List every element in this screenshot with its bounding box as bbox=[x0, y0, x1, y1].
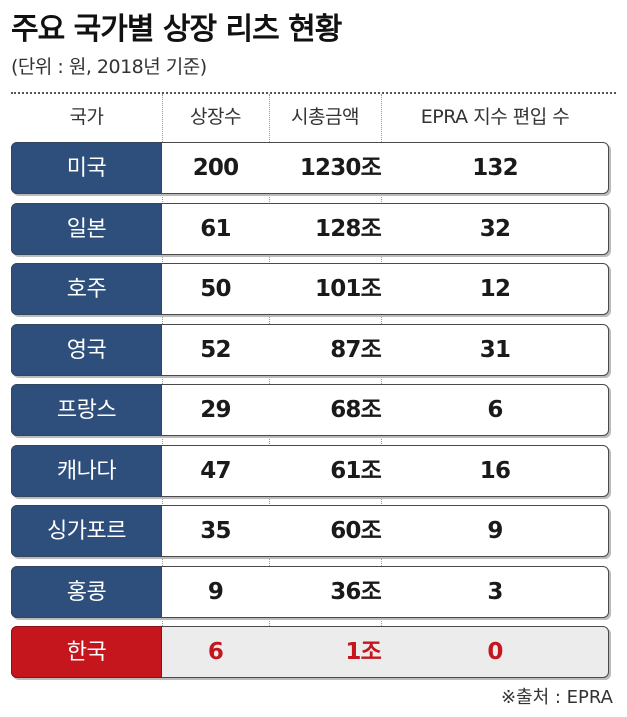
table-row: 호주 50 101조 12 bbox=[11, 263, 609, 315]
top-dotted-rule bbox=[11, 92, 616, 94]
chart-subtitle: (단위 : 원, 2018년 기준) bbox=[11, 56, 207, 78]
epra-count-cell: 31 bbox=[479, 336, 511, 363]
listed-count-cell: 200 bbox=[192, 155, 239, 181]
country-cell: 호주 bbox=[11, 263, 162, 315]
chart-title: 주요 국가별 상장 리츠 현황 bbox=[11, 12, 342, 47]
market-cap-cell: 61조 bbox=[330, 457, 382, 484]
country-cell: 캐나다 bbox=[11, 444, 162, 497]
listed-count-cell: 35 bbox=[200, 518, 231, 544]
listed-count-cell: 52 bbox=[200, 336, 231, 363]
column-header-epra: EPRA 지수 편입 수 bbox=[420, 106, 570, 128]
column-header-country: 국가 bbox=[69, 106, 104, 128]
table-row: 미국 200 1230조 132 bbox=[11, 142, 609, 194]
table-row: 한국 6 1조 0 bbox=[11, 626, 609, 678]
market-cap-cell: 36조 bbox=[330, 578, 382, 605]
epra-count-cell: 6 bbox=[487, 397, 503, 423]
country-cell: 영국 bbox=[11, 323, 162, 376]
country-cell: 일본 bbox=[11, 202, 162, 255]
source-note: ※출처 : EPRA bbox=[500, 687, 613, 708]
epra-count-cell: 16 bbox=[479, 457, 511, 484]
market-cap-cell: 60조 bbox=[330, 518, 382, 544]
market-cap-cell: 1조 bbox=[345, 639, 381, 665]
listed-count-cell: 6 bbox=[207, 639, 224, 665]
market-cap-cell: 1230조 bbox=[299, 155, 382, 181]
country-cell: 싱가포르 bbox=[11, 505, 162, 557]
epra-count-cell: 32 bbox=[479, 215, 511, 242]
listed-count-cell: 9 bbox=[207, 578, 224, 605]
market-cap-cell: 87조 bbox=[330, 336, 382, 363]
epra-count-cell: 132 bbox=[472, 155, 518, 181]
market-cap-cell: 128조 bbox=[315, 215, 382, 242]
listed-count-cell: 50 bbox=[200, 276, 231, 302]
table-row: 싱가포르 35 60조 9 bbox=[11, 505, 609, 557]
country-cell: 프랑스 bbox=[11, 384, 162, 436]
country-cell: 한국 bbox=[11, 626, 162, 678]
column-header-market-cap: 시총금액 bbox=[291, 106, 359, 128]
table-row: 홍콩 9 36조 3 bbox=[11, 565, 609, 618]
table-row: 캐나다 47 61조 16 bbox=[11, 444, 609, 497]
table-row: 프랑스 29 68조 6 bbox=[11, 384, 609, 436]
country-cell: 홍콩 bbox=[11, 565, 162, 618]
country-cell: 미국 bbox=[11, 142, 162, 194]
market-cap-cell: 101조 bbox=[315, 276, 382, 302]
epra-count-cell: 9 bbox=[487, 518, 503, 544]
table-row: 영국 52 87조 31 bbox=[11, 323, 609, 376]
epra-count-cell: 3 bbox=[487, 578, 503, 605]
listed-count-cell: 47 bbox=[200, 457, 231, 484]
epra-count-cell: 12 bbox=[479, 276, 511, 302]
epra-count-cell: 0 bbox=[487, 639, 503, 665]
table-row: 일본 61 128조 32 bbox=[11, 202, 609, 255]
listed-count-cell: 29 bbox=[200, 397, 231, 423]
market-cap-cell: 68조 bbox=[330, 397, 382, 423]
listed-count-cell: 61 bbox=[200, 215, 231, 242]
column-header-listed: 상장수 bbox=[190, 106, 241, 128]
